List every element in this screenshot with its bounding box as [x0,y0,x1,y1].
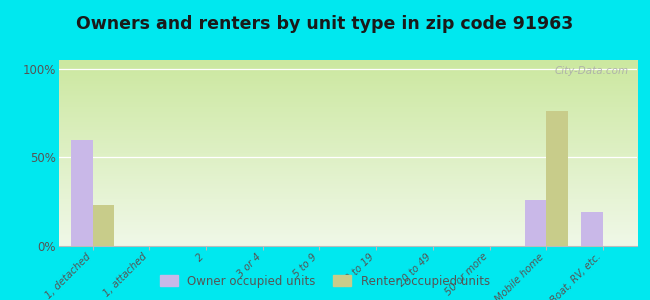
Text: Owners and renters by unit type in zip code 91963: Owners and renters by unit type in zip c… [77,15,573,33]
Bar [71,140,92,246]
Bar [525,200,546,246]
Legend: Owner occupied units, Renter occupied units: Owner occupied units, Renter occupied un… [157,271,493,291]
Bar [581,212,603,246]
Text: City-Data.com: City-Data.com [554,66,629,76]
Bar [92,205,114,246]
Bar [546,111,568,246]
